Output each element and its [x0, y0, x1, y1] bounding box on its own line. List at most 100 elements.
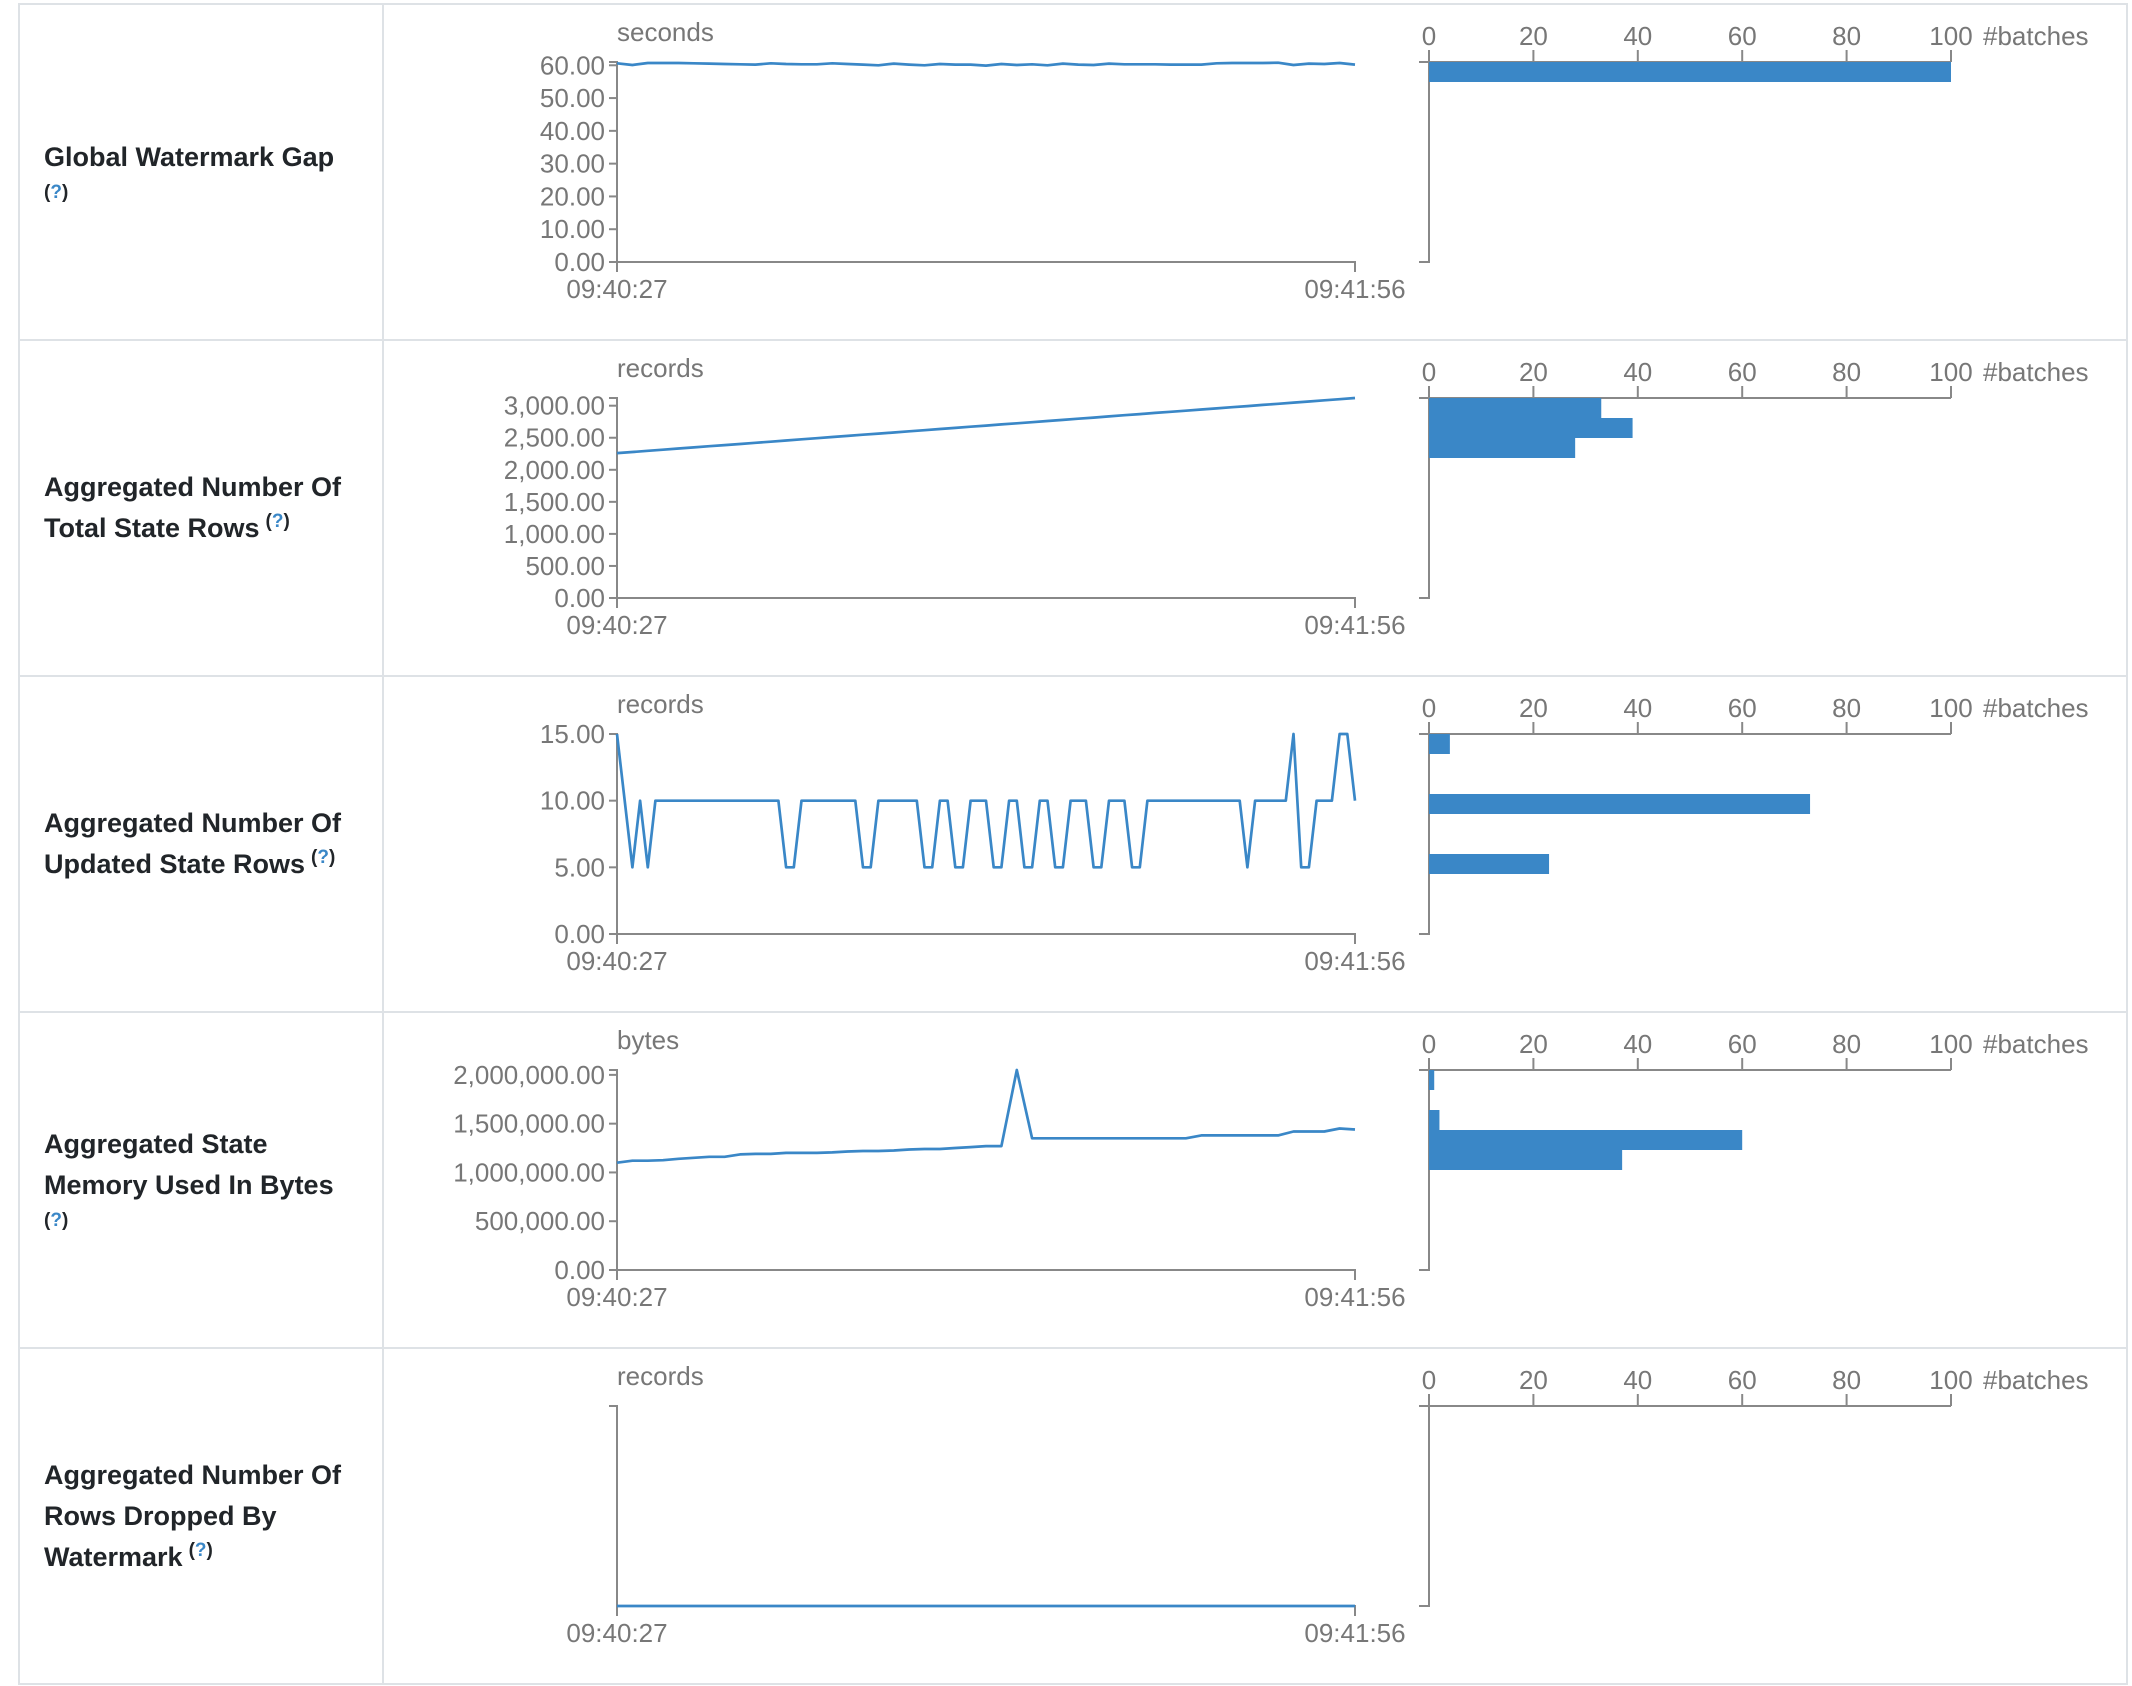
- histogram-y-axis: [1419, 397, 1430, 599]
- histogram-tick-label: 60: [1728, 693, 1757, 723]
- timeline-x-axis: [616, 597, 1356, 608]
- histogram-bar: [1429, 438, 1576, 458]
- timeline-y-axis: [609, 61, 618, 262]
- question-mark[interactable]: ?: [271, 511, 284, 532]
- histogram-tick-label: 60: [1728, 21, 1757, 51]
- histogram-bar: [1429, 1070, 1435, 1090]
- histogram-y-axis: [1419, 1405, 1430, 1607]
- histogram-tick-label: 80: [1832, 1029, 1861, 1059]
- histogram-tick-label: 0: [1422, 357, 1436, 387]
- timeline-series-line: [616, 61, 1356, 67]
- histogram-tick-label: 20: [1519, 693, 1548, 723]
- metric-label-text: Rows Dropped By: [44, 1500, 277, 1531]
- histogram-tick-label: 100: [1929, 21, 1972, 51]
- metrics-table: Global Watermark Gap (?) seconds 0.00 10.00 2…: [18, 3, 2128, 1685]
- histogram-bar: [1429, 1130, 1743, 1150]
- metric-label: Aggregated Number Of: [44, 467, 382, 508]
- metric-label-cell: Global Watermark Gap (?): [20, 5, 384, 339]
- histogram-y-axis: [1419, 733, 1430, 935]
- timeline-unit-label: records: [617, 353, 704, 383]
- metric-label-text: Watermark: [44, 1541, 183, 1572]
- y-tick-label: 1,000,000.00: [453, 1157, 605, 1187]
- timeline-y-axis: [609, 1069, 618, 1270]
- help-tooltip-icon[interactable]: (?): [311, 847, 336, 868]
- help-tooltip-icon[interactable]: (?): [44, 1210, 69, 1231]
- y-tick-label: 1,500,000.00: [453, 1109, 605, 1139]
- metric-label-text: Global Watermark Gap: [44, 141, 335, 172]
- histogram-y-axis: [1419, 61, 1430, 263]
- x-tick-label: 09:40:27: [566, 1618, 667, 1648]
- metric-label-text: Updated State Rows: [44, 849, 306, 879]
- metric-label-cell: Aggregated Number Of Rows Dropped By Water…: [20, 1349, 384, 1683]
- histogram-tick-label: 80: [1832, 357, 1861, 387]
- y-tick-label: 30.00: [540, 149, 605, 179]
- histogram-tick-label: 100: [1929, 693, 1972, 723]
- y-tick-label: 1,000.00: [504, 519, 605, 549]
- histogram-tick-label: 20: [1519, 357, 1548, 387]
- question-mark[interactable]: ?: [50, 1210, 62, 1231]
- help-tooltip-icon[interactable]: (?): [44, 181, 69, 203]
- x-tick-label: 09:40:27: [566, 946, 667, 976]
- histogram-tick-label: 20: [1519, 1029, 1548, 1059]
- metric-label: Total State Rows (?): [44, 508, 382, 549]
- y-tick-label: 0.00: [554, 1255, 605, 1285]
- histogram-tick-label: 100: [1929, 1365, 1972, 1395]
- metric-charts: records 09:40:27 09:41:56 0 20 40 60 80 100 #batc…: [566, 1361, 2089, 1648]
- y-tick-label: 0.00: [554, 919, 605, 949]
- histogram-y-axis: [1419, 1069, 1430, 1271]
- metric-label-text: Aggregated Number Of: [44, 808, 342, 838]
- metric-label-text: Total State Rows: [44, 513, 260, 543]
- histogram-tick-label: 40: [1623, 21, 1652, 51]
- y-tick-label: 500,000.00: [475, 1206, 605, 1236]
- metric-row: Aggregated Number Of Updated State Rows (?…: [18, 677, 2128, 1013]
- y-tick-label: 2,500.00: [504, 423, 605, 453]
- histogram-bar: [1429, 794, 1811, 814]
- y-tick-label: 10.00: [540, 214, 605, 244]
- metric-label-text: Aggregated State: [44, 1129, 268, 1159]
- question-mark[interactable]: ?: [317, 847, 329, 868]
- metric-label: Aggregated Number Of: [44, 803, 382, 844]
- metric-label: Updated State Rows (?): [44, 844, 382, 885]
- histogram-unit-label: #batches: [1983, 1029, 2089, 1059]
- metric-label-text: Aggregated Number Of: [44, 1459, 342, 1490]
- histogram-bar: [1429, 62, 1951, 82]
- y-tick-label: 2,000,000.00: [453, 1060, 605, 1090]
- metric-label-text: Aggregated Number Of: [44, 472, 342, 502]
- histogram-tick-label: 100: [1929, 357, 1972, 387]
- histogram-bar: [1429, 734, 1450, 754]
- x-tick-label: 09:41:56: [1304, 610, 1405, 640]
- y-tick-label: 0.00: [554, 583, 605, 613]
- metric-label-cell: Aggregated Number Of Total State Rows (?): [20, 341, 384, 675]
- histogram-unit-label: #batches: [1983, 357, 2089, 387]
- help-tooltip-icon[interactable]: (?): [265, 511, 290, 532]
- y-tick-label: 50.00: [540, 83, 605, 113]
- metric-label-text: Memory Used In Bytes: [44, 1170, 334, 1200]
- y-tick-label: 2,000.00: [504, 455, 605, 485]
- y-tick-label: 20.00: [540, 181, 605, 211]
- x-tick-label: 09:41:56: [1304, 1618, 1405, 1648]
- histogram-bar: [1429, 854, 1550, 874]
- y-tick-label: 0.00: [554, 247, 605, 277]
- x-tick-label: 09:40:27: [566, 1282, 667, 1312]
- metric-label-cell: Aggregated Number Of Updated State Rows (?…: [20, 677, 384, 1011]
- help-tooltip-icon[interactable]: (?): [188, 1539, 213, 1561]
- x-tick-label: 09:41:56: [1304, 1282, 1405, 1312]
- timeline-series-line: [616, 396, 1356, 455]
- question-mark[interactable]: ?: [194, 1539, 207, 1561]
- histogram-tick-label: 40: [1623, 1365, 1652, 1395]
- histogram-tick-label: 0: [1422, 1365, 1436, 1395]
- histogram-unit-label: #batches: [1983, 1365, 2089, 1395]
- histogram-bar: [1429, 1110, 1440, 1130]
- histogram-tick-label: 60: [1728, 357, 1757, 387]
- y-tick-label: 1,500.00: [504, 487, 605, 517]
- metric-row: Aggregated Number Of Rows Dropped By Water…: [18, 1349, 2128, 1685]
- metric-label: Aggregated Number Of: [44, 1455, 382, 1496]
- question-mark[interactable]: ?: [50, 181, 62, 203]
- histogram-tick-label: 100: [1929, 1029, 1972, 1059]
- timeline-y-axis: [609, 733, 618, 934]
- histogram-tick-label: 20: [1519, 21, 1548, 51]
- metric-charts: bytes 0.00 500,000.00 1,000,000.00 1,500,000…: [453, 1025, 2089, 1312]
- histogram-tick-label: 80: [1832, 693, 1861, 723]
- histogram-tick-label: 60: [1728, 1029, 1757, 1059]
- metric-label: Aggregated State: [44, 1124, 382, 1165]
